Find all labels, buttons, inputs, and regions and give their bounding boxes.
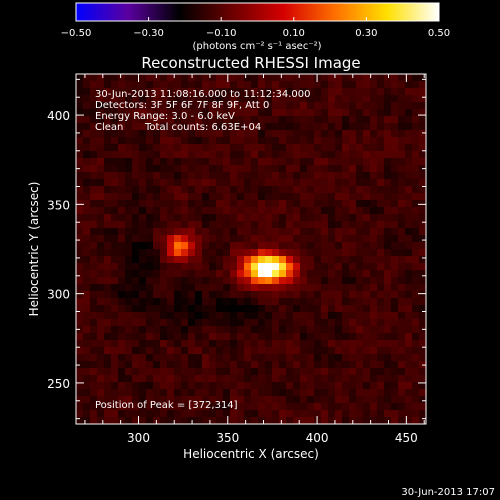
heatmap-image	[76, 74, 426, 424]
colorbar-tick-label: −0.10	[206, 28, 237, 39]
peak-position-label: Position of Peak = [372,314]	[95, 400, 238, 411]
y-tick-label: 350	[47, 198, 70, 212]
y-axis-label: Heliocentric Y (arcsec)	[27, 182, 41, 317]
colorbar-ticks: −0.50 −0.30 −0.10 0.10 0.30 0.50	[61, 17, 450, 39]
plot-frame	[75, 73, 427, 425]
colorbar-tick-label: −0.30	[133, 28, 164, 39]
colorbar-gradient	[75, 2, 440, 22]
annotation-detectors: Detectors: 3F 5F 6F 7F 8F 9F, Att 0	[95, 100, 269, 111]
annotation-total-counts: Total counts: 6.63E+04	[144, 122, 261, 133]
colorbar-tick-label: −0.50	[61, 28, 92, 39]
x-axis-label: Heliocentric X (arcsec)	[183, 447, 319, 461]
x-tick-label: 350	[216, 431, 239, 445]
annotation-energy-range: Energy Range: 3.0 - 6.0 keV	[95, 111, 235, 122]
x-tick-label: 400	[306, 431, 329, 445]
annotation-block: 30-Jun-2013 11:08:16.000 to 11:12:34.000…	[95, 89, 311, 133]
annotation-method: Clean	[95, 122, 123, 133]
y-tick-label: 300	[47, 288, 70, 302]
chart-title: Reconstructed RHESSI Image	[141, 54, 360, 72]
x-tick-label: 450	[395, 431, 418, 445]
y-axis: 250 300 350 400	[47, 78, 426, 420]
y-tick-label: 400	[47, 109, 70, 123]
colorbar-tick-label: 0.30	[355, 28, 377, 39]
x-tick-label: 300	[127, 431, 150, 445]
colorbar-tick-label: 0.50	[428, 28, 450, 39]
annotation-time-range: 30-Jun-2013 11:08:16.000 to 11:12:34.000	[95, 89, 311, 100]
x-axis: 300 350 400 450	[84, 74, 425, 445]
y-tick-label: 250	[47, 377, 70, 391]
colorbar-tick-label: 0.10	[283, 28, 305, 39]
colorbar: −0.50 −0.30 −0.10 0.10 0.30 0.50 (photons cm⁻…	[61, 2, 450, 52]
colorbar-units: (photons cm⁻² s⁻¹ asec⁻²)	[192, 41, 321, 52]
footer-timestamp: 30-Jun-2013 17:07	[401, 487, 495, 498]
